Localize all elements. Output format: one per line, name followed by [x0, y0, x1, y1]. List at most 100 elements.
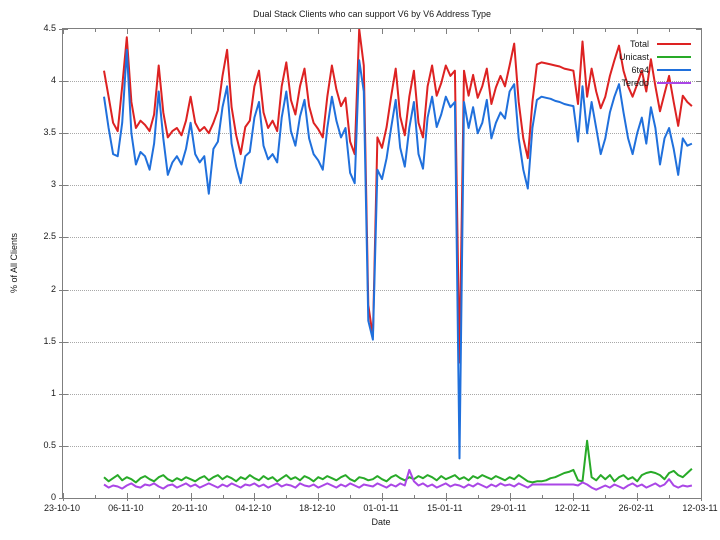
x-tick-label-06-11-10: 06-11-10: [108, 503, 144, 513]
x-tick-outer: [318, 498, 319, 501]
y-tick: [696, 342, 701, 343]
x-tick: [63, 29, 64, 34]
y-tick-outer: [59, 290, 62, 291]
x-tick: [191, 29, 192, 34]
series-line-total: [103, 29, 693, 364]
series-line-unicast: [103, 439, 693, 484]
x-tick: [350, 495, 351, 498]
x-tick: [223, 29, 224, 32]
y-tick: [63, 81, 68, 82]
y-tick: [696, 237, 701, 238]
legend-label: Total: [629, 38, 649, 49]
gridline-y-1: [63, 393, 701, 395]
legend-item-unicast: Unicast: [619, 50, 691, 63]
x-tick: [286, 495, 287, 498]
y-tick-outer: [59, 133, 62, 134]
x-tick: [63, 493, 64, 498]
x-tick: [637, 493, 638, 498]
x-tick-outer: [191, 498, 192, 501]
chart-canvas: [103, 29, 693, 491]
y-tick: [63, 29, 68, 30]
x-tick: [573, 29, 574, 34]
y-tick-label-2: 2: [50, 283, 56, 294]
x-tick-outer: [573, 498, 574, 501]
x-tick: [510, 29, 511, 34]
legend-item-6to4: 6to4: [619, 63, 691, 76]
x-tick-outer: [510, 498, 511, 501]
y-tick: [63, 133, 68, 134]
x-tick-outer: [127, 498, 128, 501]
y-tick-label-3: 3: [50, 179, 56, 190]
x-tick: [414, 495, 415, 498]
x-tick: [318, 493, 319, 498]
x-tick: [223, 495, 224, 498]
x-tick: [254, 29, 255, 34]
x-tick: [159, 29, 160, 32]
y-tick-outer: [59, 185, 62, 186]
x-tick: [382, 493, 383, 498]
x-tick: [318, 29, 319, 34]
gridline-y-3: [63, 185, 701, 187]
y-tick-label-2.5: 2.5: [43, 231, 56, 242]
y-tick: [63, 342, 68, 343]
gridline-y-2.5: [63, 237, 701, 239]
x-tick: [95, 29, 96, 32]
x-tick-label-04-12-10: 04-12-10: [235, 503, 272, 513]
legend-item-teredo: Teredo: [619, 76, 691, 89]
y-tick: [696, 290, 701, 291]
y-tick: [696, 394, 701, 395]
x-tick-label-23-10-10: 23-10-10: [43, 503, 81, 513]
x-tick-outer: [637, 498, 638, 501]
x-tick: [159, 495, 160, 498]
y-tick: [63, 498, 68, 499]
y-tick-outer: [59, 81, 62, 82]
gridline-y-2: [63, 289, 701, 291]
x-tick: [350, 29, 351, 32]
plot-area: Total Unicast 6to4 Teredo: [59, 28, 702, 501]
legend-line-sample: [657, 81, 691, 84]
x-tick: [446, 493, 447, 498]
y-tick-outer: [59, 29, 62, 30]
x-tick: [669, 29, 670, 32]
x-tick: [127, 493, 128, 498]
x-tick: [478, 29, 479, 32]
gridline-y-1.5: [63, 341, 701, 343]
chart-title: Dual Stack Clients who can support V6 by…: [253, 9, 491, 19]
x-tick: [478, 495, 479, 498]
x-tick: [414, 29, 415, 32]
x-tick: [701, 493, 702, 498]
x-tick: [605, 29, 606, 32]
x-tick: [254, 493, 255, 498]
y-tick: [696, 498, 701, 499]
x-tick-label-18-12-10: 18-12-10: [299, 503, 336, 513]
x-tick-outer: [254, 498, 255, 501]
x-tick-label-29-01-11: 29-01-11: [490, 503, 527, 513]
x-tick-outer: [446, 498, 447, 501]
legend-label: Teredo: [621, 77, 649, 88]
y-tick: [696, 133, 701, 134]
y-tick: [696, 446, 701, 447]
y-tick-label-1.5: 1.5: [43, 335, 56, 346]
x-tick: [446, 29, 447, 34]
x-tick-label-12-03-11: 12-03-11: [682, 503, 718, 513]
y-tick-label-4: 4: [50, 75, 56, 86]
y-tick-outer: [59, 498, 62, 499]
gridline-y-4: [63, 81, 701, 83]
x-tick-label-12-02-11: 12-02-11: [554, 503, 591, 513]
legend: Total Unicast 6to4 Teredo: [619, 37, 691, 89]
y-tick: [63, 394, 68, 395]
legend-line-sample: [657, 68, 691, 71]
y-axis-title: % of All Clients: [9, 232, 19, 293]
y-tick: [63, 446, 68, 447]
x-tick: [382, 29, 383, 34]
legend-label: 6to4: [631, 64, 649, 75]
x-tick: [542, 495, 543, 498]
x-tick-outer: [701, 498, 702, 501]
y-tick: [696, 185, 701, 186]
x-tick-label-01-01-11: 01-01-11: [363, 503, 399, 513]
x-tick: [669, 495, 670, 498]
y-tick-label-3.5: 3.5: [43, 127, 56, 138]
x-tick: [191, 493, 192, 498]
x-tick: [542, 29, 543, 32]
